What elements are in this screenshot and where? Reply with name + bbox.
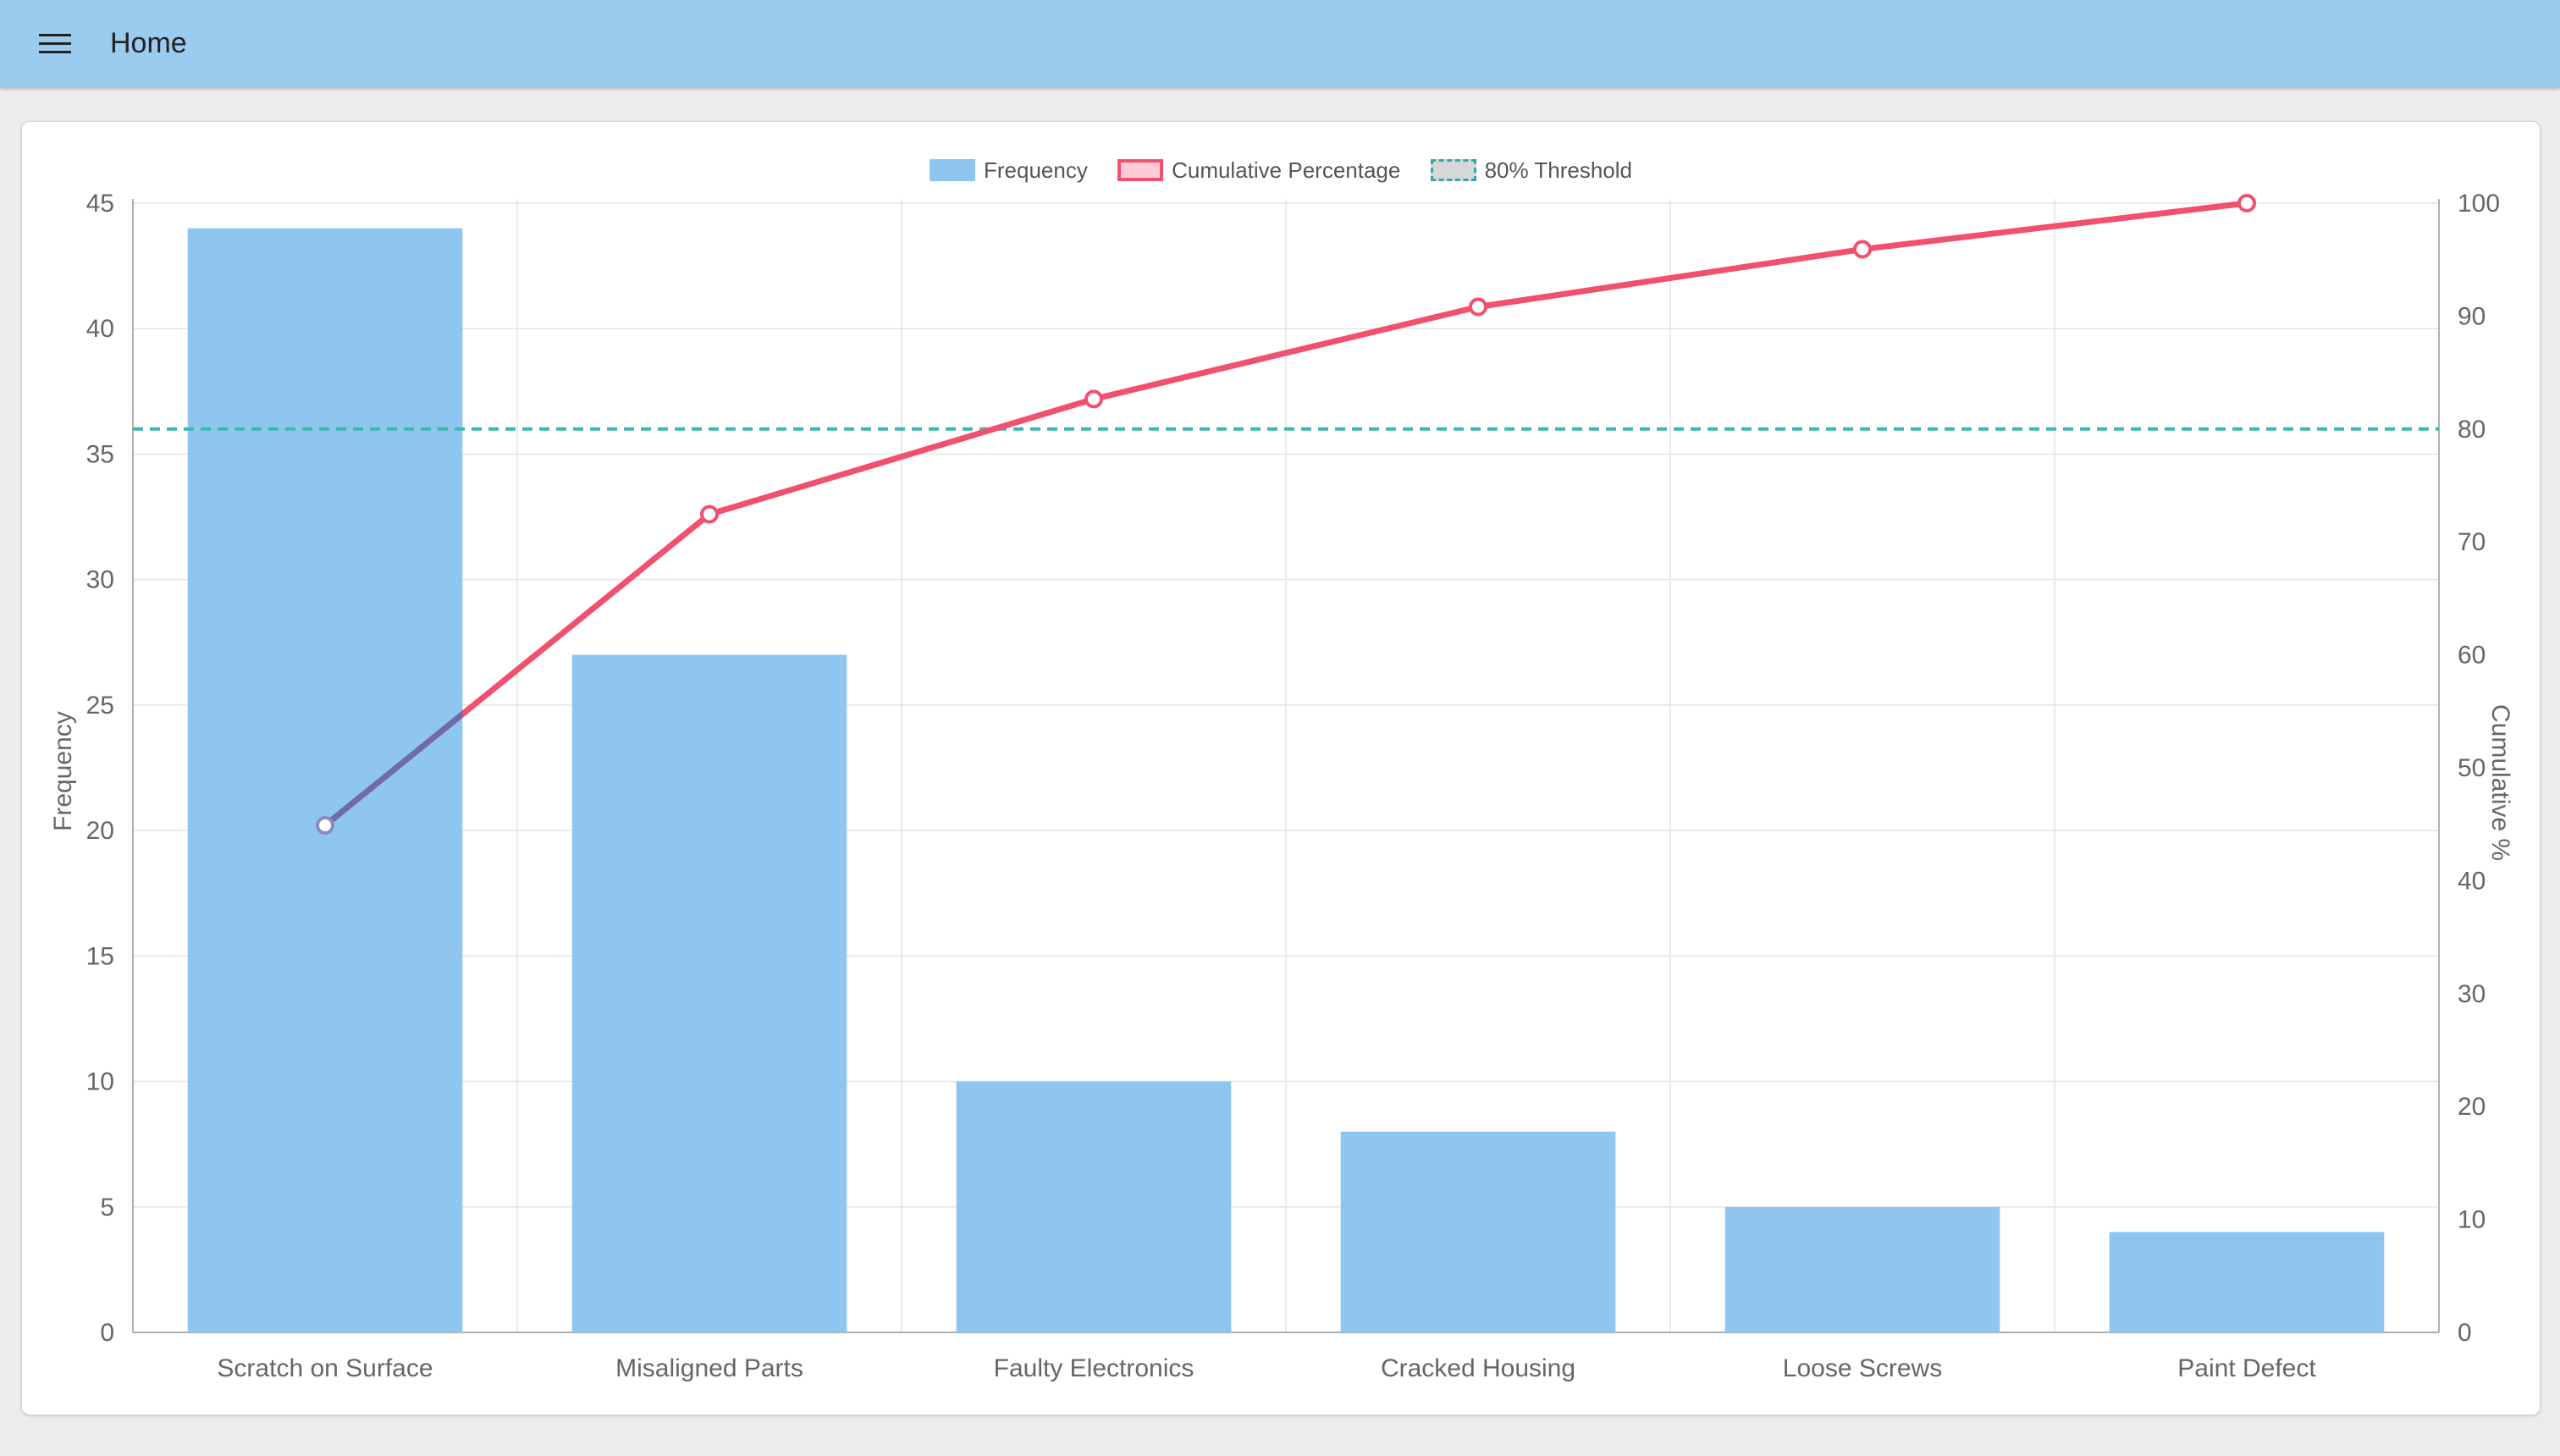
svg-text:45: 45 [86, 190, 114, 218]
svg-text:50: 50 [2458, 754, 2486, 782]
svg-text:20: 20 [2458, 1093, 2486, 1121]
svg-text:90: 90 [2458, 302, 2486, 330]
svg-text:Faulty Electronics: Faulty Electronics [994, 1354, 1194, 1382]
svg-text:Scratch on Surface: Scratch on Surface [217, 1354, 433, 1382]
svg-text:100: 100 [2458, 190, 2500, 218]
svg-text:10: 10 [86, 1068, 114, 1096]
svg-text:Paint Defect: Paint Defect [2177, 1354, 2316, 1382]
svg-text:Cracked Housing: Cracked Housing [1381, 1354, 1575, 1382]
svg-text:5: 5 [100, 1194, 114, 1222]
svg-text:30: 30 [86, 566, 114, 594]
svg-text:25: 25 [86, 692, 114, 720]
svg-text:70: 70 [2458, 528, 2486, 556]
svg-text:0: 0 [2458, 1319, 2472, 1347]
svg-text:Misaligned Parts: Misaligned Parts [615, 1354, 803, 1382]
svg-text:40: 40 [2458, 867, 2486, 895]
svg-text:60: 60 [2458, 642, 2486, 670]
svg-text:15: 15 [86, 942, 114, 970]
svg-text:40: 40 [86, 315, 114, 343]
svg-text:80: 80 [2458, 416, 2486, 444]
svg-text:0: 0 [100, 1319, 114, 1347]
svg-text:35: 35 [86, 440, 114, 468]
svg-text:10: 10 [2458, 1206, 2486, 1234]
svg-text:20: 20 [86, 817, 114, 845]
svg-text:30: 30 [2458, 980, 2486, 1008]
svg-text:Loose Screws: Loose Screws [1783, 1354, 1942, 1382]
